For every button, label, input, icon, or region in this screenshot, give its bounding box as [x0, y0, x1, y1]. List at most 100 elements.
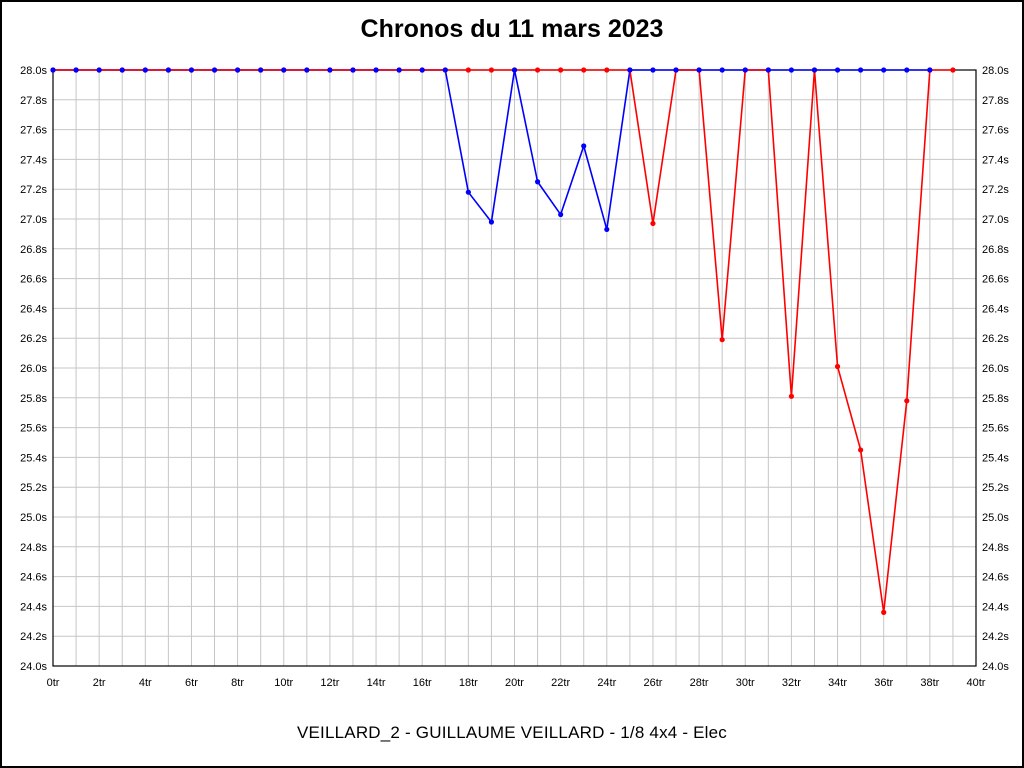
data-point-blue	[373, 67, 379, 73]
data-point-blue	[442, 67, 448, 73]
data-point-blue	[904, 67, 910, 73]
y-tick-label-left: 25.2s	[20, 482, 47, 494]
y-tick-label-right: 26.8s	[982, 244, 1009, 256]
data-point-blue	[927, 67, 933, 73]
y-tick-label-left: 26.6s	[20, 274, 47, 286]
y-tick-label-left: 24.0s	[20, 661, 47, 673]
y-tick-label-left: 27.0s	[20, 214, 47, 226]
y-tick-label-left: 26.2s	[20, 333, 47, 345]
y-tick-label-right: 28.0s	[982, 65, 1009, 77]
data-point-blue	[488, 219, 495, 225]
data-point-red	[834, 363, 841, 370]
data-point-red	[650, 220, 656, 227]
data-point-red	[788, 393, 795, 399]
x-tick-label: 28tr	[690, 677, 709, 689]
y-tick-label-left: 27.2s	[20, 184, 47, 196]
y-tick-label-left: 27.4s	[20, 154, 47, 166]
x-tick-label: 22tr	[551, 677, 570, 689]
data-point-blue	[50, 67, 56, 73]
data-point-blue	[419, 67, 425, 73]
x-tick-label: 18tr	[459, 677, 478, 689]
chart-title: Chronos du 11 mars 2023	[360, 15, 664, 43]
data-point-red	[858, 447, 864, 453]
y-tick-label-right: 25.2s	[982, 482, 1009, 494]
data-point-blue	[834, 67, 841, 73]
data-point-blue	[142, 67, 148, 73]
y-tick-label-right: 24.6s	[982, 572, 1009, 584]
data-point-blue	[696, 67, 702, 73]
x-tick-label: 16tr	[413, 677, 432, 689]
data-point-blue	[304, 67, 310, 73]
y-tick-label-right: 24.8s	[982, 542, 1009, 554]
series-line-red	[53, 69, 953, 614]
y-tick-label-left: 24.2s	[20, 631, 47, 643]
data-point-red	[904, 398, 910, 404]
y-tick-label-left: 24.8s	[20, 542, 47, 554]
y-tick-label-left: 25.4s	[20, 452, 47, 464]
y-tick-label-right: 25.6s	[982, 423, 1009, 435]
driver-info-caption: VEILLARD_2 - GUILLAUME VEILLARD - 1/8 4x…	[296, 723, 728, 742]
x-tick-label: 32tr	[782, 677, 801, 689]
data-point-blue	[396, 67, 402, 73]
data-point-red	[558, 67, 564, 73]
x-tick-label: 20tr	[505, 677, 524, 689]
x-tick-label: 34tr	[828, 677, 847, 689]
axis-labels: 0tr 2tr 4tr 6tr 8tr 10tr 12tr 14tr 16tr 18tr 20tr 2…	[20, 65, 1009, 689]
series-markers-blue	[50, 67, 933, 233]
data-point-blue	[119, 67, 125, 73]
data-point-red	[881, 609, 887, 615]
y-tick-label-right: 25.4s	[982, 452, 1009, 464]
y-tick-label-left: 25.8s	[20, 393, 47, 405]
y-tick-label-left: 24.6s	[20, 572, 47, 584]
x-tick-label: 36tr	[874, 677, 893, 689]
data-point-blue	[165, 67, 171, 73]
y-tick-label-left: 24.4s	[20, 601, 47, 613]
y-tick-label-right: 25.8s	[982, 393, 1009, 405]
data-point-red	[488, 67, 495, 73]
x-tick-label: 14tr	[367, 677, 386, 689]
x-tick-label: 6tr	[185, 677, 198, 689]
x-tick-label: 12tr	[320, 677, 339, 689]
data-point-blue	[258, 67, 264, 73]
y-tick-label-left: 27.8s	[20, 95, 47, 107]
y-tick-label-left: 25.6s	[20, 423, 47, 435]
data-point-blue	[235, 67, 241, 73]
data-point-red	[465, 67, 471, 73]
data-point-blue	[673, 67, 679, 73]
data-point-blue	[765, 67, 771, 73]
data-point-blue	[627, 67, 633, 73]
data-point-red	[604, 67, 610, 73]
data-point-red	[719, 337, 725, 343]
x-tick-label: 0tr	[47, 677, 60, 689]
y-tick-label-right: 27.4s	[982, 154, 1009, 166]
y-tick-label-right: 24.0s	[982, 661, 1009, 673]
data-point-blue	[719, 67, 725, 73]
x-tick-label: 38tr	[920, 677, 939, 689]
data-point-red	[950, 67, 956, 73]
data-point-blue	[742, 67, 748, 73]
x-tick-label: 4tr	[139, 677, 152, 689]
y-tick-label-right: 27.6s	[982, 125, 1009, 137]
data-point-blue	[511, 67, 518, 73]
data-point-blue	[604, 226, 610, 233]
y-tick-label-right: 26.6s	[982, 274, 1009, 286]
x-tick-label: 8tr	[231, 677, 244, 689]
y-tick-label-left: 28.0s	[20, 65, 47, 77]
y-tick-label-right: 27.0s	[982, 214, 1009, 226]
x-tick-label: 26tr	[643, 677, 662, 689]
data-point-blue	[858, 67, 864, 73]
data-point-blue	[465, 189, 471, 195]
data-point-blue	[534, 179, 541, 185]
x-tick-label: 2tr	[93, 677, 106, 689]
data-point-blue	[558, 211, 564, 218]
y-tick-label-right: 26.0s	[982, 363, 1009, 375]
data-point-blue	[581, 143, 587, 149]
grid-layer	[52, 69, 977, 667]
x-tick-label: 40tr	[967, 677, 986, 689]
y-tick-label-left: 26.4s	[20, 303, 47, 315]
data-point-blue	[188, 67, 195, 73]
y-tick-label-left: 25.0s	[20, 512, 47, 524]
data-point-red	[581, 67, 587, 73]
